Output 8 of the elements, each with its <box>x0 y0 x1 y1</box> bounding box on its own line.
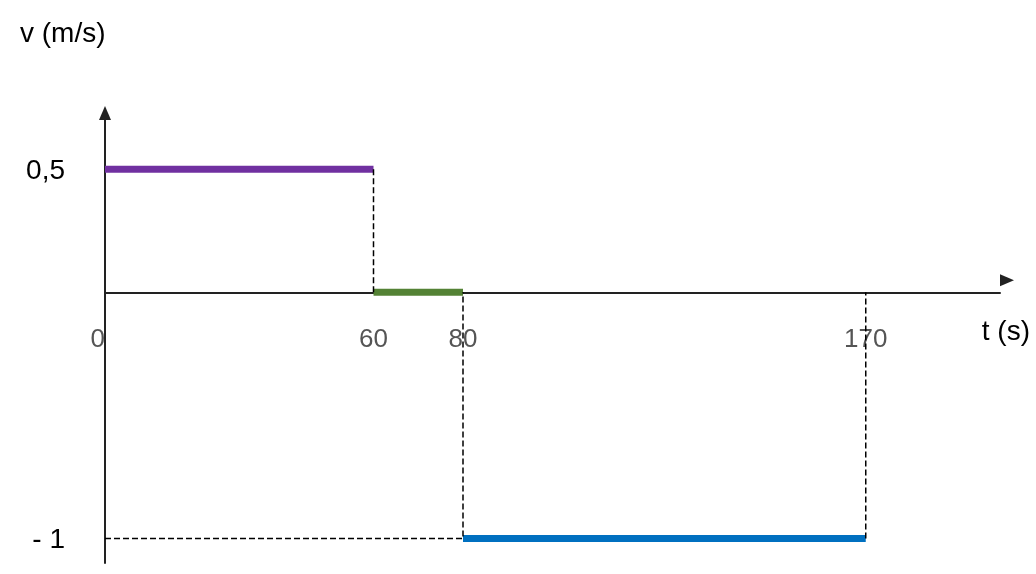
x-axis-title: t (s) <box>981 314 1031 346</box>
y-axis-title: v (m/s) <box>20 16 106 48</box>
x-tick-label: 60 <box>359 323 388 354</box>
x-tick-label: 0 <box>90 323 105 354</box>
y-tick-label: - 1 <box>32 522 65 554</box>
y-tick-label: 0,5 <box>26 153 65 185</box>
x-tick-label: 170 <box>844 323 888 354</box>
x-tick-label: 80 <box>448 323 478 354</box>
